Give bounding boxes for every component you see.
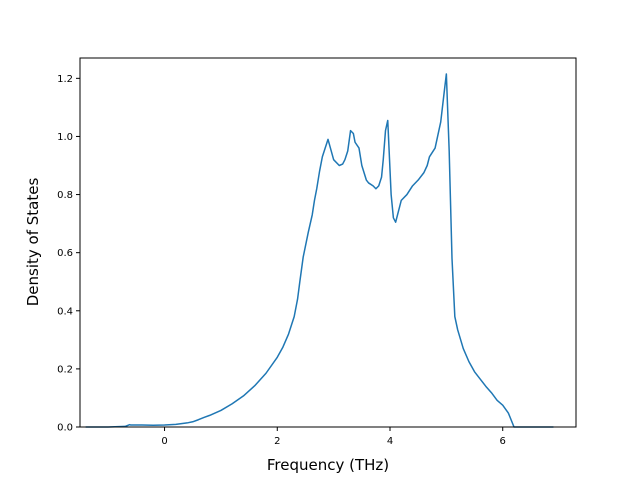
x-tick-label: 6 [500, 436, 506, 447]
dos-series-line [85, 73, 554, 428]
y-axis-label: Density of States [24, 178, 42, 307]
y-tick-label: 0.4 [57, 306, 73, 317]
y-tick-label: 1.0 [57, 132, 73, 143]
y-tick-label: 1.2 [57, 74, 73, 85]
x-axis-label: Frequency (THz) [267, 456, 389, 474]
axes-frame [79, 57, 577, 428]
x-tick-label: 2 [274, 436, 280, 447]
x-tick-label: 0 [161, 436, 167, 447]
y-tick-label: 0.6 [57, 248, 73, 259]
y-tick-label: 0.8 [57, 190, 73, 201]
y-axis-ticks: 0.0 0.2 0.4 0.6 0.8 1.0 1.2 [57, 74, 80, 434]
x-axis-ticks: 0 2 4 6 [161, 427, 506, 447]
y-tick-label: 0.2 [57, 364, 73, 375]
x-tick-label: 4 [387, 436, 393, 447]
plot-area [79, 57, 577, 428]
y-tick-label: 0.0 [57, 423, 73, 434]
